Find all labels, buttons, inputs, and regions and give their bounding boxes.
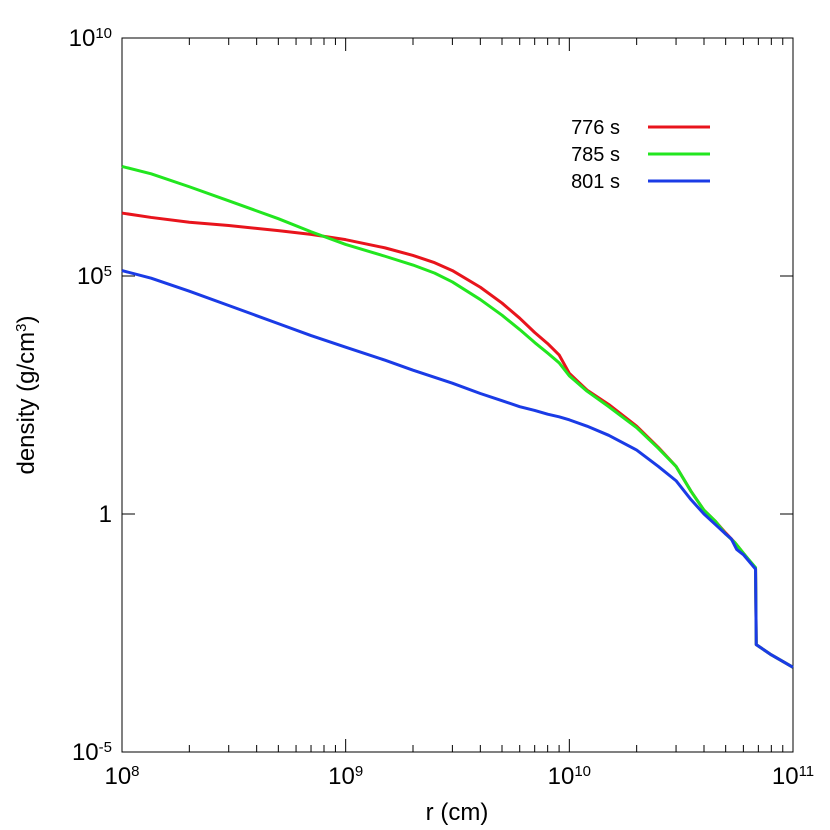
x-tick-label-exp: 10 [574,763,591,780]
series-line-1 [121,211,794,669]
y-tick-label-base: 10 [77,263,104,290]
y-tick-label-base: 10 [69,25,96,52]
y-tick-label-exp: 5 [104,263,112,280]
y-tick-label-exp: 10 [95,25,112,42]
y-axis-label-base: density (g/cm [13,332,40,475]
x-tick-label: 1011 [772,763,814,791]
x-tick-label-base: 10 [328,763,355,790]
y-tick-label-exp: -5 [99,739,112,756]
legend-label: 776 s [571,117,620,139]
y-axis-label-close: ) [13,315,40,323]
y-tick-label-base: 10 [72,739,99,766]
axis-ticks [121,37,794,753]
x-tick-label-base: 10 [548,763,575,790]
y-axis-label: density (g/cm3) [13,315,41,474]
y-tick-label: 105 [77,263,112,291]
x-tick-label: 1010 [548,763,591,791]
legend-label: 785 s [571,144,620,166]
x-tick-label-exp: 11 [799,763,815,780]
x-tick-label-exp: 8 [131,763,139,780]
y-tick-label: 10-5 [72,739,112,767]
series-lines [121,165,794,669]
y-tick-label: 1 [99,501,112,528]
x-tick-label: 108 [104,763,139,791]
x-axis-label: r (cm) [426,799,489,826]
x-tick-label-exp: 9 [355,763,363,780]
y-tick-label: 1010 [69,25,112,53]
legend-label: 801 s [571,171,620,193]
x-tick-label-base: 10 [772,763,799,790]
y-tick-label-base: 1 [99,501,112,528]
legend: 776 s 785 s 801 s [571,117,710,193]
series-line-2 [121,165,794,669]
y-axis-label-sup: 3 [13,323,30,331]
x-tick-label: 109 [328,763,363,791]
x-tick-label-base: 10 [104,763,131,790]
plot-frame [121,37,794,753]
series-line-3 [121,269,794,669]
